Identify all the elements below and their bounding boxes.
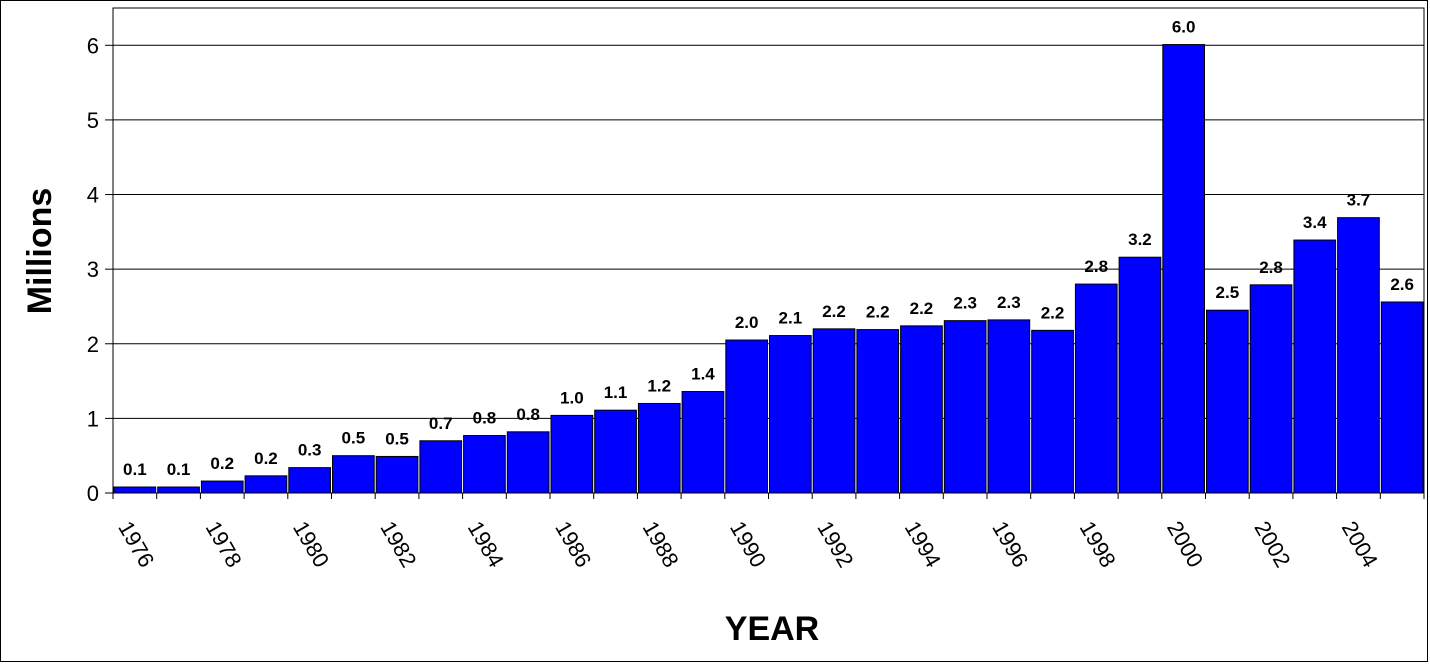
bar-2004 [1337, 217, 1380, 494]
data-label-1985: 0.8 [516, 405, 540, 424]
bar-1979 [244, 475, 288, 494]
bar-1989 [681, 391, 725, 494]
data-label-1982: 0.5 [385, 429, 409, 448]
y-axis-ticks: 0 1 2 3 4 5 6 [87, 33, 113, 506]
bar-1985 [506, 431, 550, 494]
data-label-1998: 2.8 [1084, 257, 1108, 276]
data-label-1996: 2.3 [997, 293, 1021, 312]
bar-1995 [943, 320, 987, 494]
data-label-2005: 2.6 [1390, 275, 1414, 294]
data-label-2002: 2.8 [1259, 258, 1283, 277]
x-tick-label-2002: 2002 [1249, 517, 1295, 572]
bar-1981 [332, 455, 375, 494]
bar-1983 [419, 440, 463, 494]
bar-2001 [1206, 309, 1249, 494]
data-label-2004: 3.7 [1347, 191, 1371, 210]
x-tick-label-1978: 1978 [201, 517, 247, 572]
x-tick-label-1980: 1980 [288, 517, 334, 572]
bar-1982 [375, 455, 419, 494]
data-label-1987: 1.1 [604, 383, 628, 402]
data-label-1980: 0.3 [298, 441, 322, 460]
data-label-1993: 2.2 [866, 303, 890, 322]
bar-2005 [1380, 301, 1424, 494]
bar-1987 [594, 409, 637, 494]
data-label-1988: 1.2 [647, 376, 671, 395]
data-label-1978: 0.2 [210, 454, 234, 473]
data-label-1976: 0.1 [123, 460, 147, 479]
x-tick-label-1988: 1988 [638, 517, 684, 572]
data-label-1999: 3.2 [1128, 230, 1152, 249]
data-label-1990: 2.0 [735, 313, 759, 332]
bar-1998 [1074, 283, 1118, 494]
bar-1996 [987, 319, 1031, 494]
data-label-1995: 2.3 [953, 294, 977, 313]
bar-1988 [637, 402, 681, 494]
x-axis-ticks: 1976 1978 1980 1982 1984 1986 1988 1990 1992 1994… [112, 493, 1425, 572]
bar-1999 [1118, 256, 1162, 494]
bar-1976 [113, 486, 157, 494]
y-tick-label: 6 [87, 33, 99, 58]
bar-1978 [200, 480, 244, 494]
bar-1994 [900, 325, 943, 494]
data-label-1994: 2.2 [910, 299, 934, 318]
bar-1986 [550, 414, 594, 494]
y-axis-title: Millions [21, 188, 59, 315]
data-labels: 0.1 0.1 0.2 0.2 0.3 0.5 0.5 0.7 0.8 0.8 1.0 1.1 1.2 1… [123, 18, 1414, 479]
data-label-1981: 0.5 [342, 429, 366, 448]
x-tick-label-1984: 1984 [463, 517, 509, 572]
x-tick-label-2000: 2000 [1162, 517, 1208, 572]
bar-2002 [1249, 284, 1293, 494]
y-tick-label: 3 [87, 257, 99, 282]
data-label-1986: 1.0 [560, 388, 584, 407]
bar-1977 [157, 486, 200, 494]
bar-1993 [856, 329, 900, 494]
bar-1980 [288, 467, 331, 494]
bar-1990 [725, 339, 768, 494]
data-label-1984: 0.8 [473, 409, 497, 428]
y-tick-label: 1 [87, 406, 99, 431]
x-tick-label-1982: 1982 [375, 517, 421, 572]
data-label-1977: 0.1 [167, 460, 191, 479]
data-label-2001: 2.5 [1216, 283, 1240, 302]
x-tick-label-1976: 1976 [113, 517, 159, 572]
bar-1984 [463, 435, 506, 494]
y-tick-label: 4 [87, 183, 99, 208]
x-tick-label-1998: 1998 [1075, 517, 1121, 572]
data-label-1991: 2.1 [779, 309, 803, 328]
bar-1997 [1031, 329, 1074, 494]
bar-1991 [769, 335, 812, 494]
data-label-2003: 3.4 [1303, 213, 1327, 232]
x-tick-label-2004: 2004 [1337, 517, 1383, 572]
gridlines [113, 44, 1424, 419]
bar-1992 [812, 328, 856, 494]
data-label-1983: 0.7 [429, 414, 453, 433]
x-tick-label-1990: 1990 [725, 517, 771, 572]
plot-area-border [112, 7, 1425, 494]
data-label-1997: 2.2 [1041, 303, 1065, 322]
y-tick-label: 2 [87, 332, 99, 357]
y-tick-label: 0 [87, 481, 99, 506]
x-axis-title: YEAR [725, 610, 819, 648]
y-tick-label: 5 [87, 108, 99, 133]
bar-2000 [1162, 44, 1206, 494]
x-tick-label-1986: 1986 [550, 517, 596, 572]
x-tick-label-1992: 1992 [812, 517, 858, 572]
data-label-1979: 0.2 [254, 449, 278, 468]
bar-2003 [1293, 239, 1337, 494]
x-tick-label-1994: 1994 [900, 517, 946, 572]
x-tick-label-1996: 1996 [987, 517, 1033, 572]
data-label-2000: 6.0 [1172, 18, 1196, 37]
data-label-1989: 1.4 [691, 365, 715, 384]
data-label-1992: 2.2 [822, 302, 846, 321]
